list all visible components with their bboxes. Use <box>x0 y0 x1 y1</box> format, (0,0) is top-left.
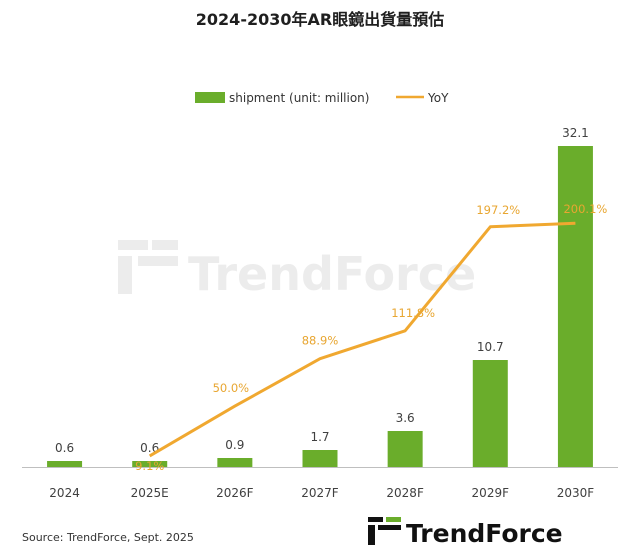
yoy-line-series: 9.1% 50.0% 88.9% 111.8% 197.2% 200.1% <box>135 202 607 473</box>
bar-value-label-2028F: 3.6 <box>396 411 415 425</box>
legend-bar-label: shipment (unit: million) <box>229 91 369 105</box>
bar-2030F <box>557 146 593 467</box>
watermark-text: TrendForce <box>188 247 476 301</box>
legend-line-label: YoY <box>427 91 449 105</box>
yoy-line <box>148 221 576 458</box>
trendforce-logo: TrendForce <box>368 517 563 548</box>
x-tick-2024: 2024 <box>49 486 80 500</box>
yoy-label-2028F: 111.8% <box>391 306 435 320</box>
bar-value-label-2024: 0.6 <box>55 441 74 455</box>
x-tick-2026F: 2026F <box>216 486 254 500</box>
logo-mark-mid <box>378 525 401 530</box>
brand-text: TrendForce <box>406 519 563 548</box>
bar-value-label-2030F: 32.1 <box>562 126 589 140</box>
legend: shipment (unit: million) YoY <box>195 91 449 105</box>
source-note: Source: TrendForce, Sept. 2025 <box>22 531 194 544</box>
watermark-logo-bar-top <box>118 240 148 250</box>
watermark: TrendForce <box>118 240 476 301</box>
x-tick-2025E: 2025E <box>131 486 169 500</box>
x-tick-labels: 2024 2025E 2026F 2027F 2028F 2029F 2030F <box>49 486 594 500</box>
logo-mark-stem <box>368 525 375 545</box>
logo-mark-top-left <box>368 517 383 522</box>
chart-title: 2024-2030年AR眼鏡出貨量預估 <box>196 10 444 29</box>
bar-2027F <box>302 450 338 467</box>
yoy-label-2030F: 200.1% <box>563 202 607 216</box>
logo-mark-top-right <box>386 517 401 522</box>
yoy-label-2029F: 197.2% <box>476 203 520 217</box>
yoy-label-2025E: 9.1% <box>135 459 164 473</box>
legend-bar-swatch <box>195 92 225 103</box>
bar-2029F <box>472 360 508 467</box>
bar-value-label-2029F: 10.7 <box>477 340 504 354</box>
x-tick-2029F: 2029F <box>472 486 510 500</box>
x-tick-2028F: 2028F <box>386 486 424 500</box>
x-tick-2027F: 2027F <box>301 486 339 500</box>
x-tick-2030F: 2030F <box>557 486 595 500</box>
yoy-label-2026F: 50.0% <box>213 381 250 395</box>
bar-value-label-2027F: 1.7 <box>310 430 329 444</box>
bar-2028F <box>387 431 423 467</box>
bar-2026F <box>217 458 253 467</box>
bar-2024 <box>47 461 83 467</box>
watermark-logo-bar-right <box>152 240 178 250</box>
bars <box>47 146 593 467</box>
bar-value-label-2026F: 0.9 <box>225 438 244 452</box>
watermark-logo-bar-stem <box>118 256 132 294</box>
bar-2025E <box>132 461 168 467</box>
yoy-label-2027F: 88.9% <box>302 334 339 348</box>
watermark-logo-bar-mid <box>138 256 178 266</box>
